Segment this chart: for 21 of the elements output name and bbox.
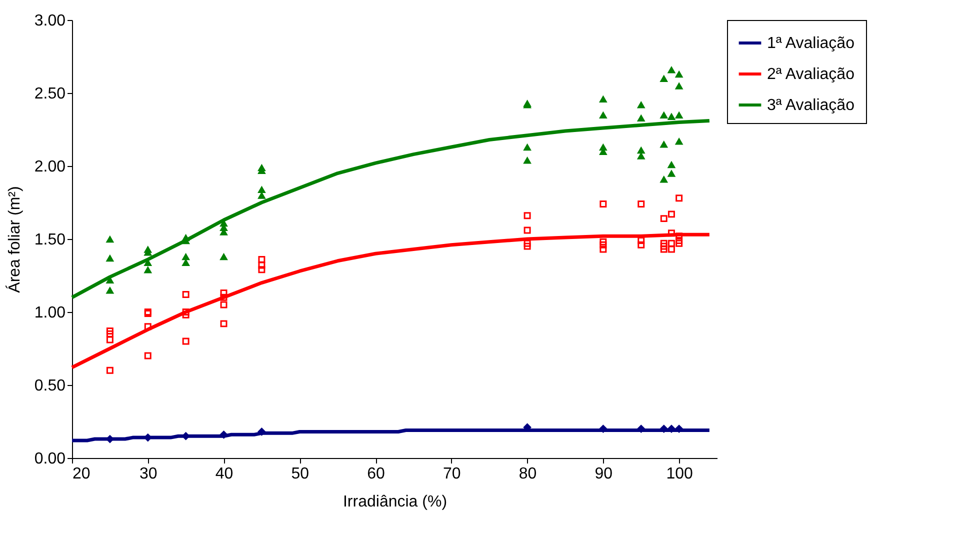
x-tick-label: 70 [443, 466, 461, 482]
legend-label: 1ª Avaliação [767, 35, 855, 52]
y-tick-label: 0.00 [34, 450, 66, 468]
y-axis-title: Área foliar (m²) [5, 186, 24, 293]
y-tick-label: 2.00 [34, 158, 66, 176]
legend-label: 2ª Avaliação [767, 66, 855, 83]
y-tick-label: 1.00 [34, 304, 66, 322]
x-tick-label: 80 [518, 466, 537, 482]
x-tick-label: 50 [291, 466, 310, 482]
y-tick-label: 2.50 [34, 86, 66, 102]
y-tick-label: 0.50 [34, 378, 66, 394]
x-tick-label: 20 [72, 466, 90, 482]
x-tick-label: 30 [139, 466, 158, 482]
y-tick-label: 3.00 [34, 12, 66, 30]
x-tick-label: 100 [666, 466, 694, 482]
y-tick-label: 1.50 [34, 232, 66, 248]
legend-label: 3ª Avaliação [767, 97, 855, 114]
x-tick-label: 40 [215, 466, 234, 482]
x-axis-title: Irradiância (%) [342, 494, 448, 510]
x-tick-label: 90 [594, 466, 613, 482]
x-tick-label: 60 [367, 466, 386, 482]
